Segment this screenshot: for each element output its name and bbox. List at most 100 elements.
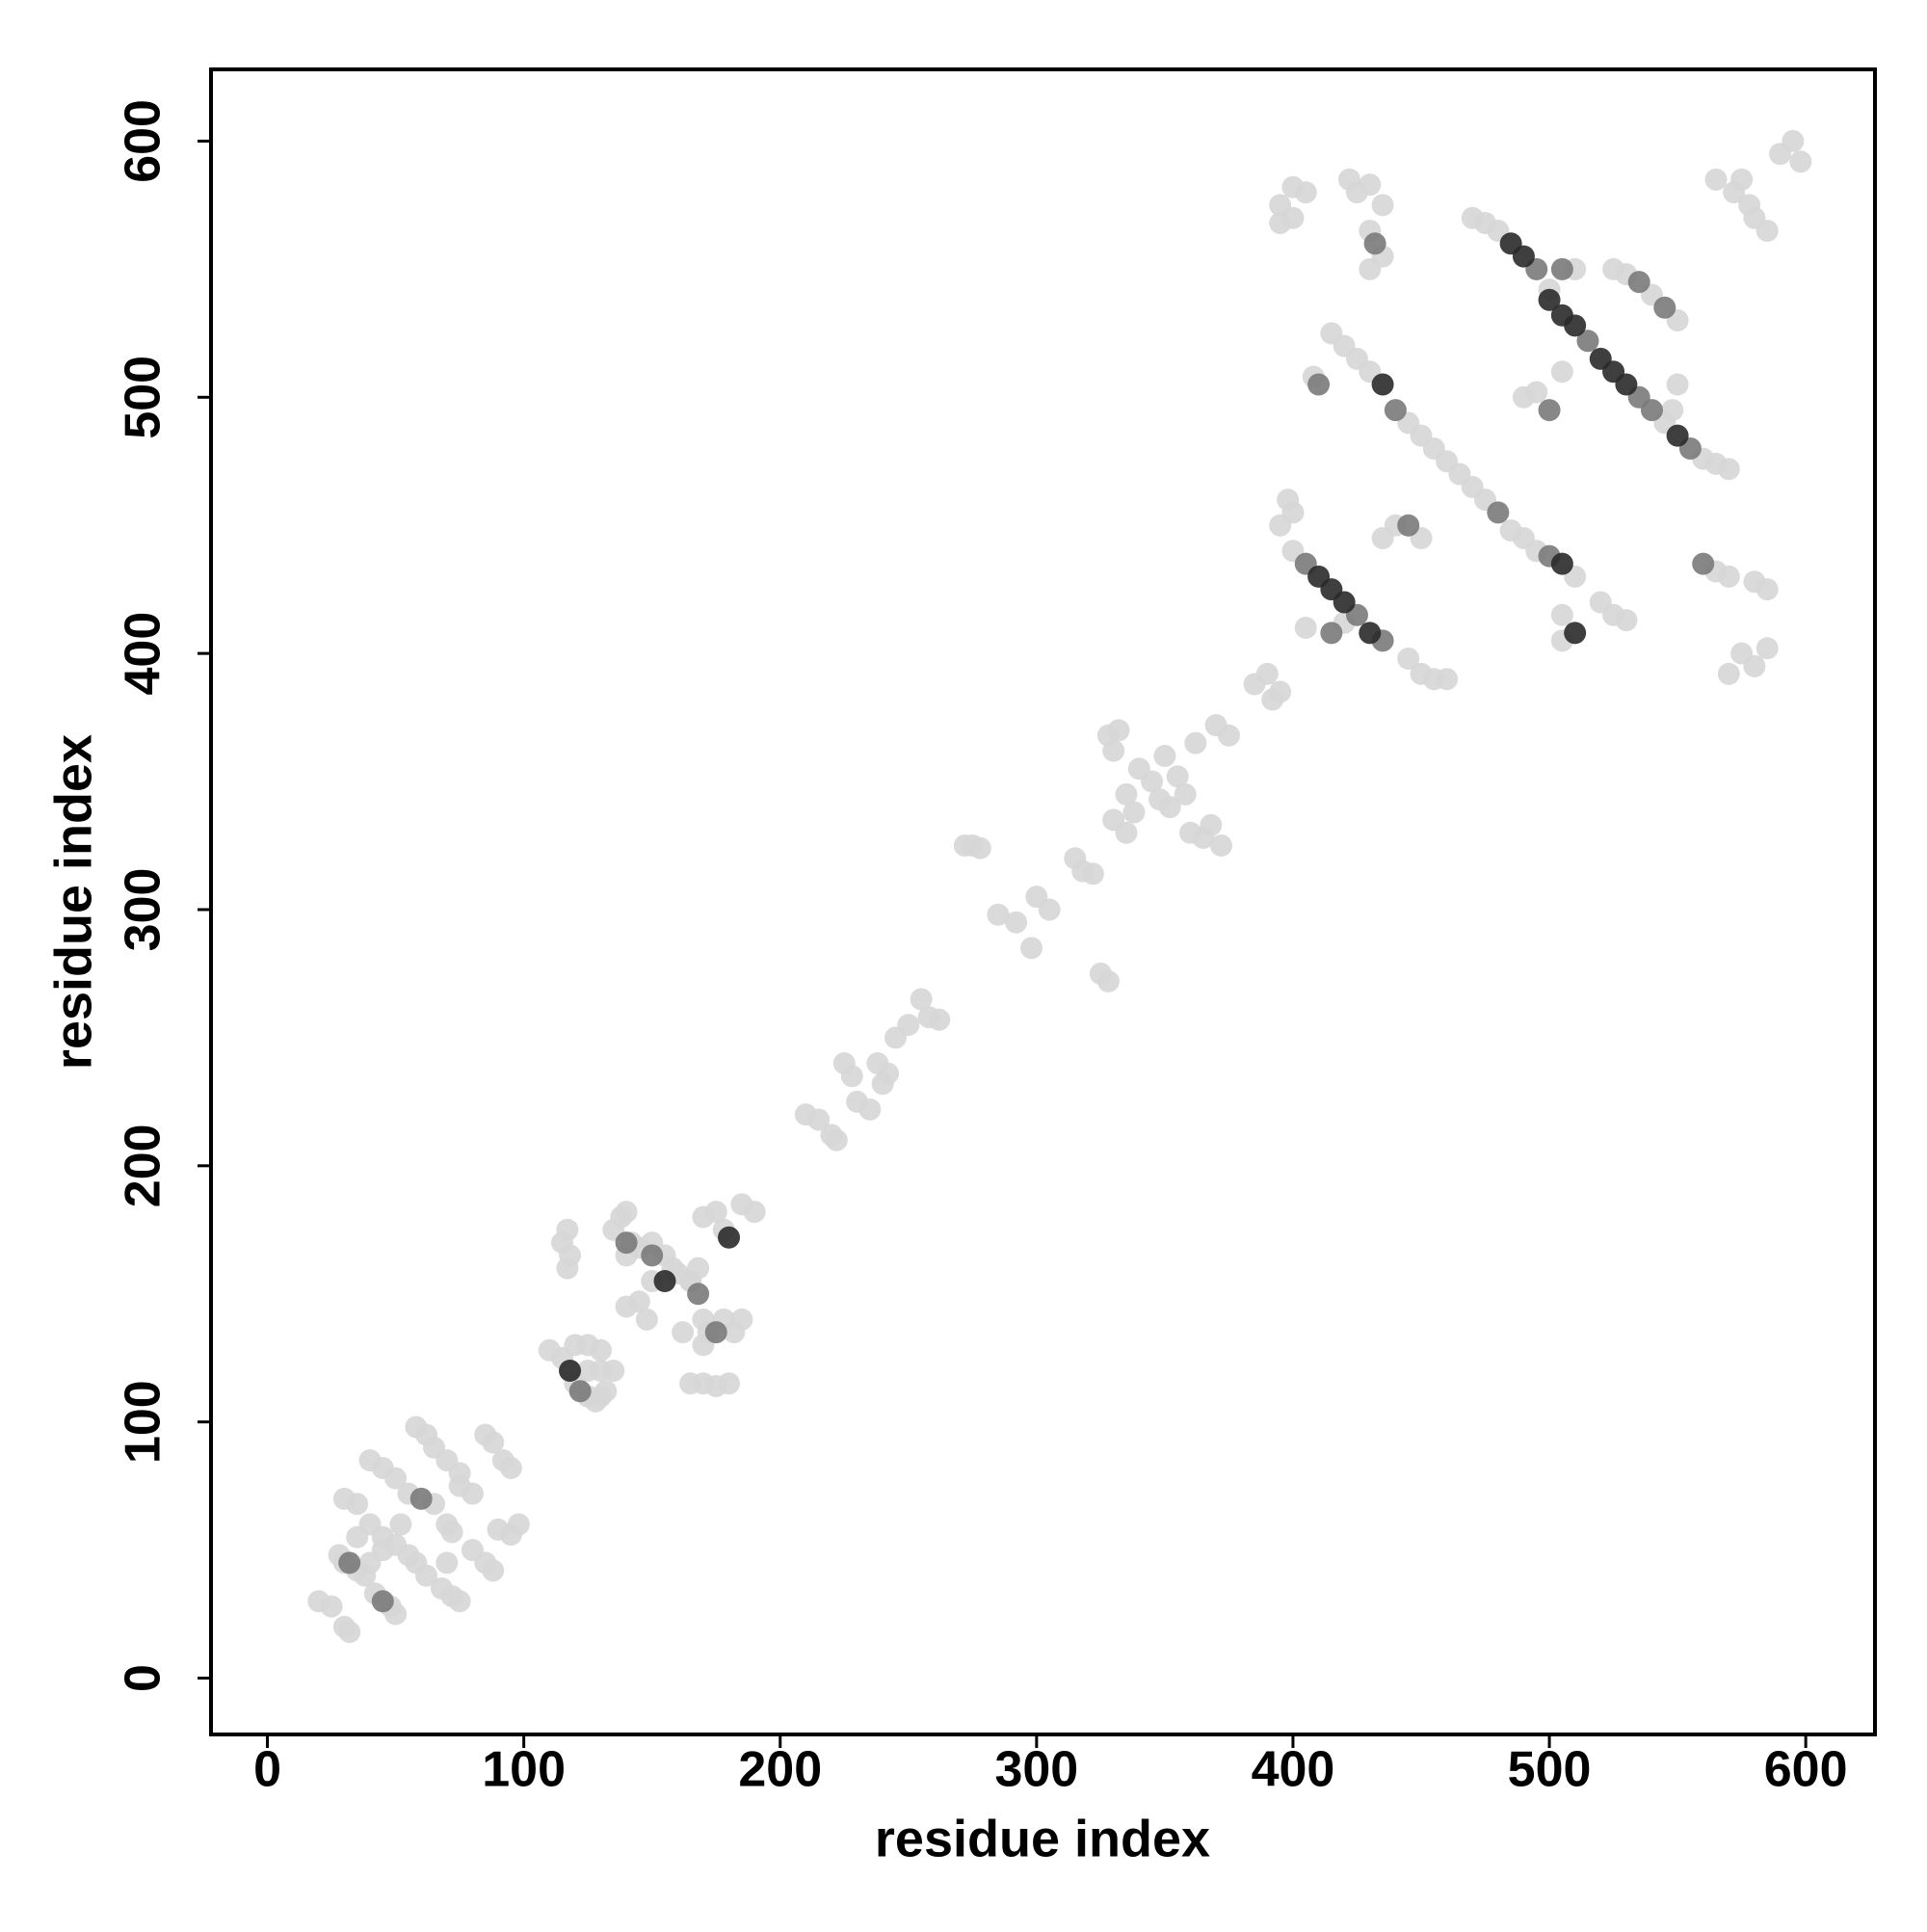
point — [635, 1308, 658, 1331]
point — [825, 1128, 848, 1151]
point — [1200, 813, 1223, 836]
point — [436, 1551, 459, 1575]
point — [1359, 173, 1382, 197]
point — [1397, 514, 1420, 537]
point — [1081, 862, 1104, 886]
point — [672, 1321, 695, 1344]
x-tick-label: 200 — [738, 1742, 822, 1798]
point — [1359, 257, 1382, 280]
point — [1550, 552, 1573, 575]
point — [1755, 578, 1779, 601]
point — [1363, 232, 1386, 255]
point — [1269, 680, 1292, 703]
point — [338, 1551, 361, 1575]
point — [371, 1590, 394, 1613]
point — [440, 1521, 463, 1544]
point — [1640, 399, 1663, 422]
point — [1564, 622, 1587, 645]
point — [840, 1065, 863, 1088]
point — [1158, 796, 1181, 819]
point — [615, 1231, 638, 1255]
point — [389, 1513, 412, 1536]
point — [1512, 245, 1535, 268]
y-tick-label: 400 — [116, 612, 172, 696]
point — [987, 903, 1010, 926]
point — [556, 1257, 579, 1280]
point — [1096, 969, 1120, 992]
point — [346, 1493, 369, 1516]
point — [1755, 219, 1779, 242]
point — [704, 1321, 727, 1344]
point — [1755, 637, 1779, 660]
point — [482, 1559, 505, 1582]
point — [384, 1467, 408, 1490]
point — [1717, 662, 1740, 685]
point — [730, 1308, 753, 1331]
y-tick-label: 100 — [116, 1380, 172, 1464]
x-tick-label: 600 — [1764, 1742, 1848, 1798]
point — [1550, 603, 1573, 626]
point — [559, 1359, 582, 1382]
point — [1576, 330, 1599, 353]
y-tick-label: 200 — [116, 1124, 172, 1207]
point — [1743, 654, 1766, 677]
point — [1371, 194, 1394, 217]
point — [1307, 373, 1331, 396]
point — [1255, 662, 1279, 685]
point — [1384, 399, 1407, 422]
point — [594, 1380, 618, 1403]
point — [1692, 552, 1715, 575]
point — [910, 988, 933, 1011]
point — [1661, 399, 1684, 422]
point — [1115, 782, 1138, 806]
point — [641, 1244, 664, 1267]
point — [743, 1201, 766, 1224]
point — [704, 1201, 727, 1224]
point — [877, 1062, 900, 1085]
point — [507, 1513, 530, 1536]
point — [1217, 724, 1240, 747]
point — [1550, 257, 1573, 280]
y-tick-label: 0 — [116, 1664, 172, 1692]
point — [687, 1257, 710, 1280]
point — [1294, 617, 1317, 640]
point — [1174, 782, 1197, 806]
point — [1653, 296, 1676, 319]
y-axis-title: residue index — [44, 734, 102, 1070]
point — [448, 1590, 471, 1613]
point — [1538, 288, 1561, 311]
point — [1615, 609, 1638, 632]
point — [615, 1201, 638, 1224]
point — [461, 1482, 484, 1505]
point — [1141, 770, 1164, 793]
point — [1277, 489, 1300, 512]
point — [718, 1372, 741, 1395]
point — [1020, 937, 1043, 960]
point — [448, 1462, 471, 1485]
point — [1550, 360, 1573, 384]
x-tick-label: 500 — [1508, 1742, 1592, 1798]
point — [1153, 744, 1176, 767]
x-tick-label: 300 — [994, 1742, 1078, 1798]
point — [928, 1008, 951, 1031]
point — [1666, 424, 1689, 447]
point — [482, 1431, 505, 1454]
point — [1564, 314, 1587, 337]
point — [371, 1539, 394, 1562]
point — [1436, 668, 1459, 691]
point — [556, 1218, 579, 1241]
point — [1717, 565, 1740, 588]
point — [1723, 181, 1746, 204]
point — [564, 1334, 587, 1357]
point — [1107, 719, 1130, 742]
point — [589, 1338, 612, 1362]
point — [1371, 373, 1394, 396]
x-axis-title: residue index — [875, 1810, 1210, 1867]
point — [320, 1595, 343, 1618]
point — [1717, 458, 1740, 481]
point — [968, 836, 991, 860]
point — [1122, 801, 1146, 824]
point — [1666, 373, 1689, 396]
point — [1038, 898, 1061, 921]
